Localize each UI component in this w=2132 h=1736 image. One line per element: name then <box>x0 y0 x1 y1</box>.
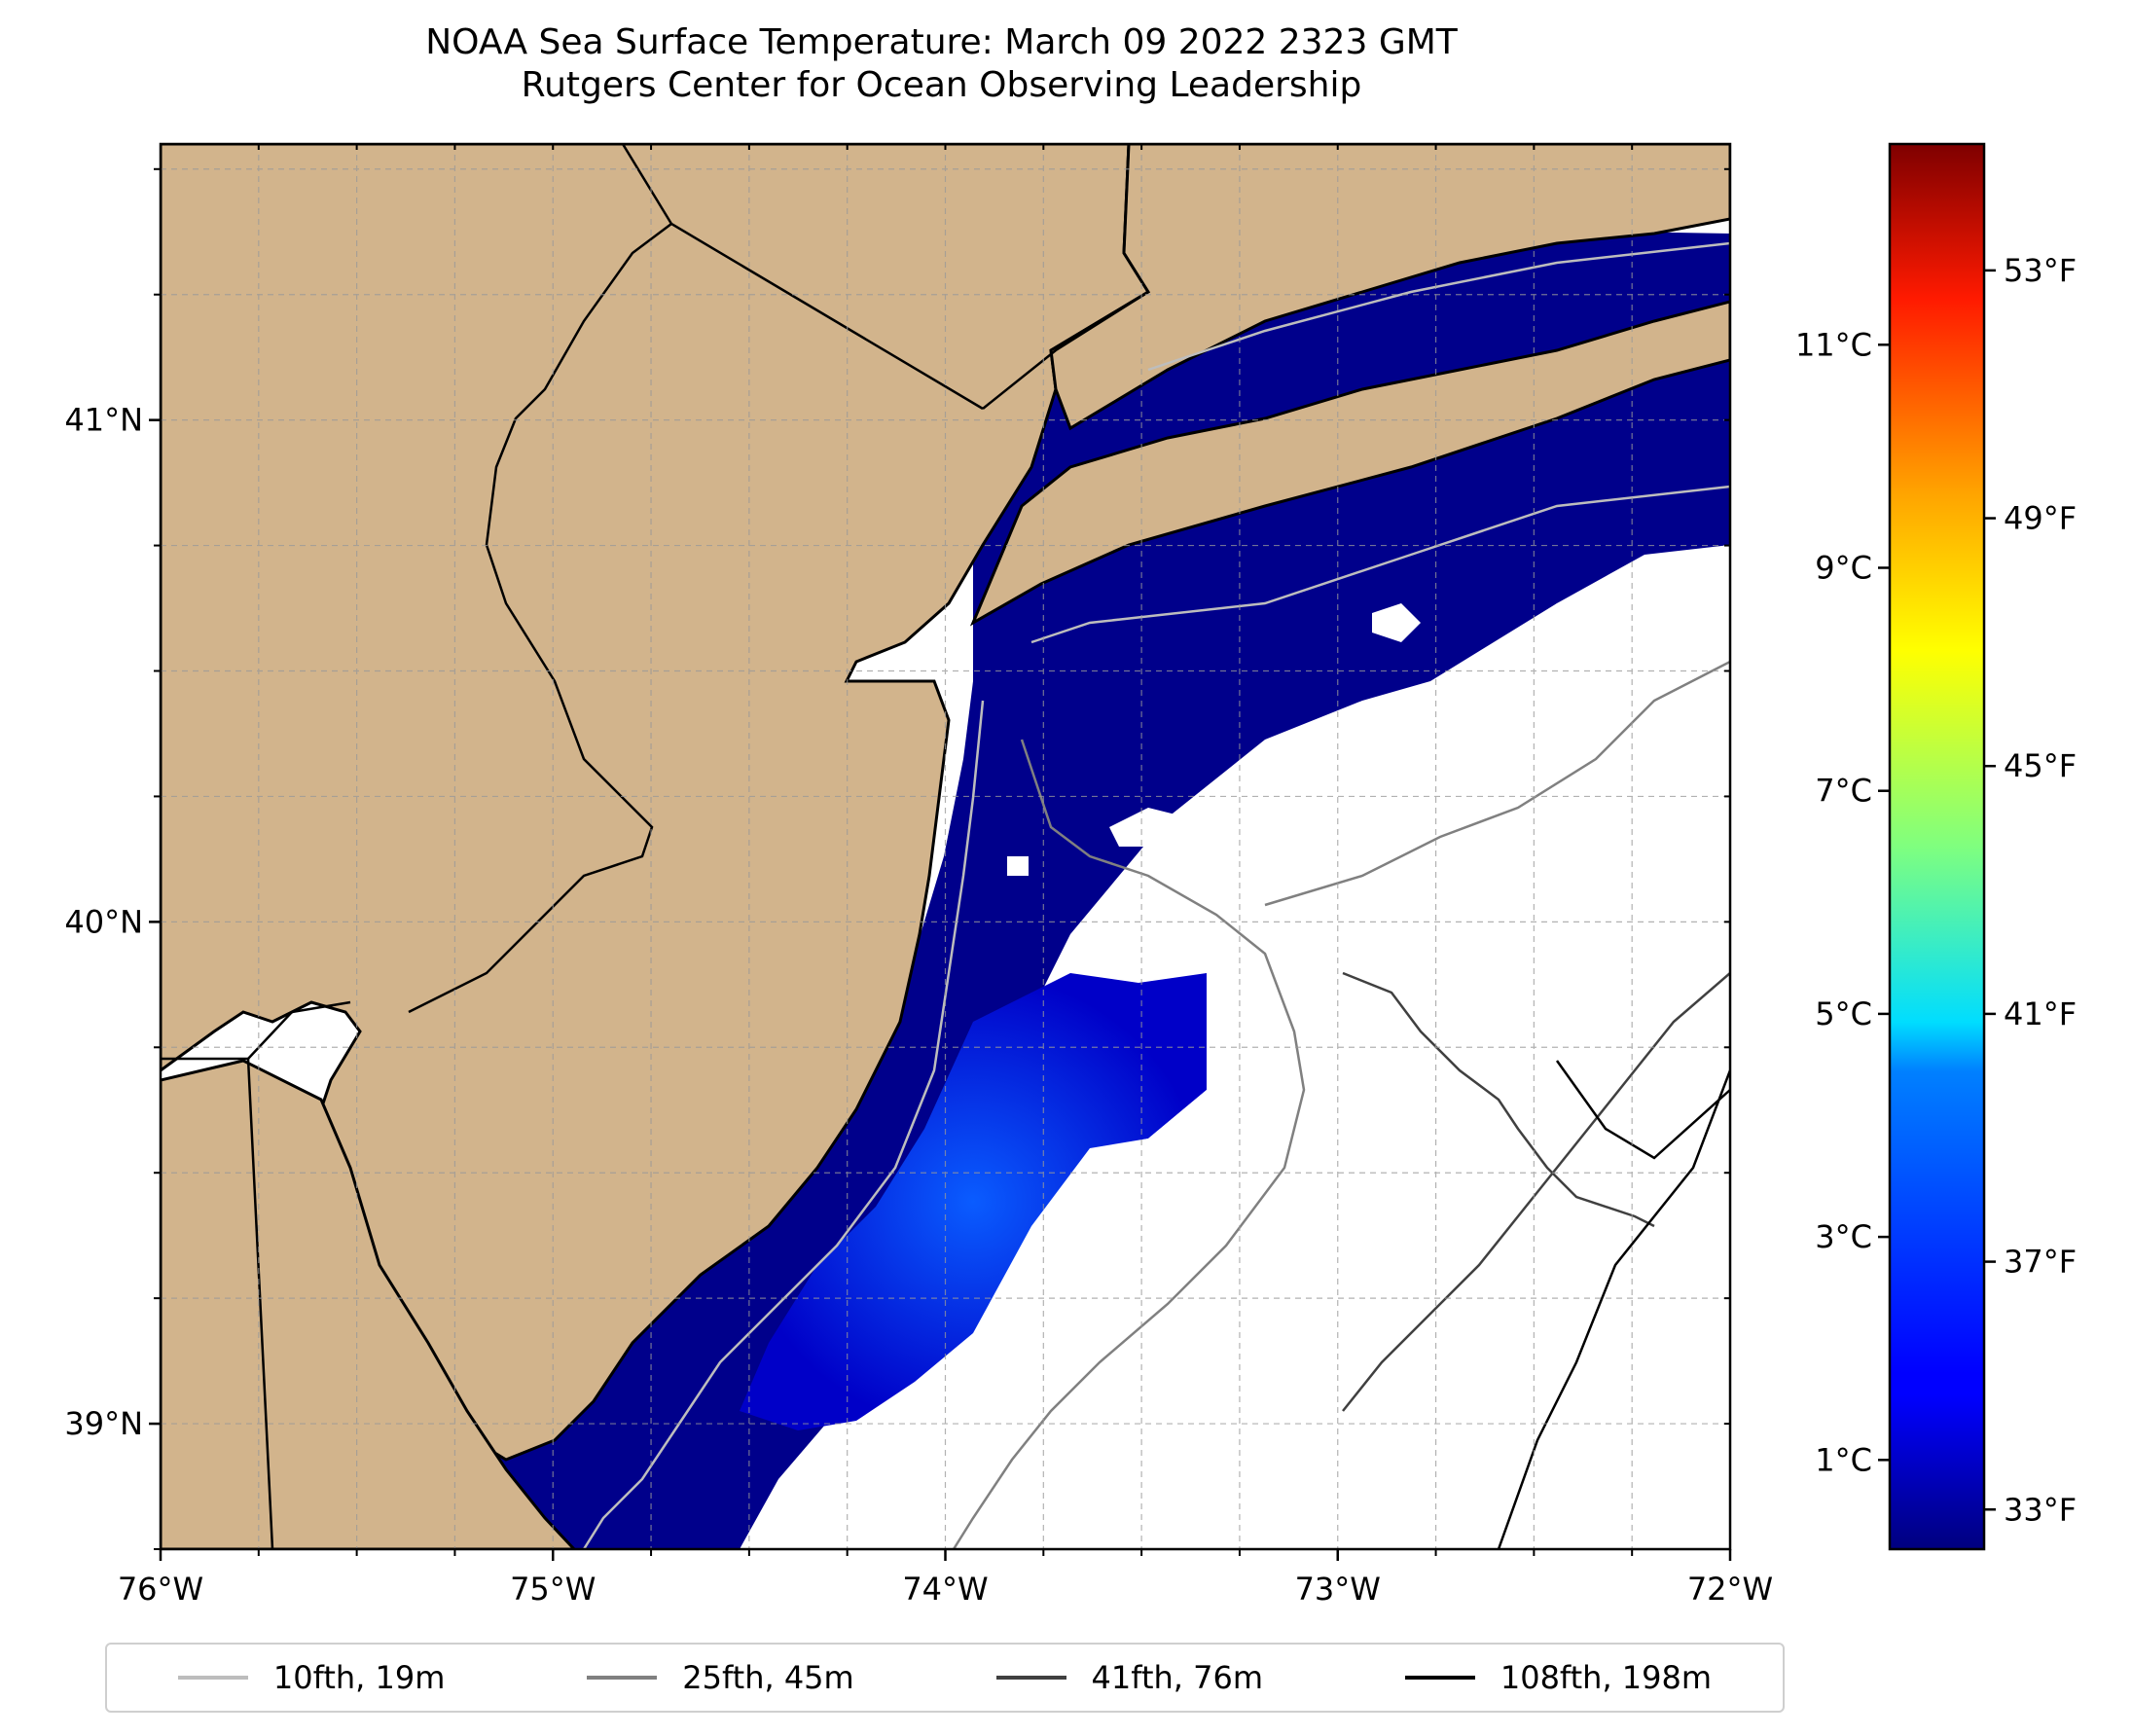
map-tick-labels: 76°W 75°W 74°W 73°W 72°W 41°N 40°N 39°N <box>64 402 1773 1608</box>
map-major-ticks <box>149 418 1732 1561</box>
contour-25fth <box>952 660 1730 1549</box>
lon-tick-label: 75°W <box>510 1571 596 1608</box>
contour-41fth <box>1342 971 1730 1412</box>
legend-line-swatch <box>587 1676 658 1680</box>
colorbar-label-f: 33°F <box>2004 1491 2077 1528</box>
land-delmarva <box>161 1059 577 1549</box>
colorbar-label-c: 9°C <box>1815 549 1872 586</box>
colorbar <box>1888 142 1986 1551</box>
contour-legend: 10fth, 19m 25fth, 45m 41fth, 76m 108fth, 19… <box>105 1643 1785 1713</box>
colorbar-label-c: 7°C <box>1815 773 1872 810</box>
lon-tick-label: 74°W <box>902 1571 988 1608</box>
legend-item: 41fth, 76m <box>995 1659 1264 1696</box>
colorbar-label-c: 3°C <box>1815 1218 1872 1255</box>
legend-item: 25fth, 45m <box>587 1659 854 1696</box>
colorbar-label-f: 37°F <box>2004 1244 2077 1281</box>
cloud-hole-2 <box>1109 808 1207 847</box>
title-line-2: Rutgers Center for Ocean Observing Leade… <box>521 65 1362 105</box>
lat-tick-label: 40°N <box>64 903 143 940</box>
map-area <box>161 144 1730 1549</box>
legend-line-swatch <box>177 1676 248 1680</box>
title-line-1: NOAA Sea Surface Temperature: March 09 2… <box>425 22 1458 62</box>
legend-label: 10fth, 19m <box>272 1659 446 1696</box>
contour-10fth <box>582 241 1730 1549</box>
sst-warm-patch-south <box>740 973 1207 1430</box>
colorbar-label-f: 45°F <box>2004 747 2077 784</box>
sst-cold-water <box>321 229 1730 1549</box>
lon-tick-label: 76°W <box>118 1571 203 1608</box>
land-long-island <box>969 300 1730 627</box>
colorbar-label-f: 49°F <box>2004 500 2077 537</box>
colorbar-label-c: 11°C <box>1795 326 1872 363</box>
cloud-hole-3 <box>1007 856 1029 876</box>
colorbar-label-f: 41°F <box>2004 995 2077 1032</box>
legend-line-swatch <box>995 1676 1066 1680</box>
legend-item: 10fth, 19m <box>177 1659 446 1696</box>
contour-108fth <box>1497 1060 1730 1549</box>
legend-item: 108fth, 198m <box>1404 1659 1713 1696</box>
state-borders <box>161 144 1150 1549</box>
colorbar-ticks: 1°C 3°C 5°C 7°C 9°C 11°C 33°F 37°F 41°F 45°F 49°F 5… <box>1795 252 2077 1528</box>
colorbar-label-f: 53°F <box>2004 252 2077 289</box>
lat-tick-label: 41°N <box>64 402 143 439</box>
lon-tick-label: 72°W <box>1687 1571 1773 1608</box>
colorbar-label-c: 5°C <box>1815 995 1872 1032</box>
map-minor-ticks <box>154 144 1731 1556</box>
lon-tick-label: 73°W <box>1295 1571 1381 1608</box>
lat-tick-label: 39°N <box>64 1405 143 1442</box>
legend-label: 41fth, 76m <box>1091 1659 1264 1696</box>
legend-line-swatch <box>1404 1676 1475 1680</box>
colorbar-label-c: 1°C <box>1815 1441 1872 1478</box>
map-title: NOAA Sea Surface Temperature: March 09 2… <box>0 21 1883 107</box>
map-gridlines <box>161 144 1730 1549</box>
cloud-hole-4 <box>1372 603 1421 642</box>
land-main <box>161 144 1151 1462</box>
legend-label: 25fth, 45m <box>682 1659 854 1696</box>
legend-label: 108fth, 198m <box>1500 1659 1713 1696</box>
